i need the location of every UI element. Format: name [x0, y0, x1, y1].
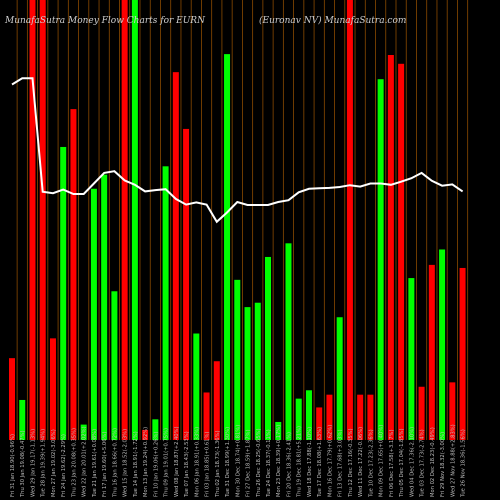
money-flow-bar	[213, 361, 220, 440]
money-flow-bar	[459, 267, 466, 440]
money-flow-bar	[265, 256, 271, 440]
money-flow-bar	[326, 394, 333, 440]
money-flow-bar	[254, 302, 261, 440]
vertical-gridlines	[16, 0, 469, 440]
money-flow-bar	[275, 421, 282, 440]
x-tick-label: Tue 07 Jan 18.43(-2.53%)	[184, 431, 190, 498]
x-tick-label: Wed 11 Dec 17.22(-0.06%)	[358, 427, 364, 497]
money-flow-bar	[193, 333, 200, 440]
x-tick-label: Mon 13 Jan 19.24(+0.92%)	[143, 427, 149, 497]
x-tick-label: Fri 10 Jan 19.06(+0.26%)	[153, 432, 159, 497]
x-tick-label: Tue 03 Dec 17.73(-2.74%)	[420, 429, 426, 498]
money-flow-bar	[439, 249, 446, 440]
money-flow-bar	[285, 243, 292, 440]
money-flow-bar	[9, 358, 15, 440]
money-flow-bar	[29, 0, 36, 440]
x-tick-label: Tue 24 Dec 18.37(-0.11%)	[266, 429, 272, 498]
x-tick-label: Mon 27 Jan 19.02(-3.06%)	[51, 429, 57, 497]
money-flow-bar	[408, 278, 415, 440]
money-flow-bar	[398, 63, 405, 441]
x-tick-label: Fri 31 Jan 18.90(-0.96%)	[10, 434, 16, 497]
x-tick-label: Mon 16 Dec 17.79(+0.62%)	[327, 425, 333, 497]
chart-subtitle: (Euronav NV) MunafaSutra.com	[259, 15, 406, 26]
x-tick-label: Mon 02 Dec 18.23(-0.49%)	[430, 427, 436, 497]
price-line	[11, 77, 464, 224]
x-tick-label: Thu 30 Jan 19.08(-0.47%)	[20, 430, 26, 498]
x-tick-label: Tue 14 Jan 18.91(-1.72%)	[133, 431, 139, 498]
money-flow-bar	[70, 109, 77, 441]
money-flow-bars	[9, 0, 466, 441]
x-tick-label: Wed 08 Jan 18.87(+2.40%)	[174, 426, 180, 497]
money-flow-bar	[39, 0, 46, 440]
money-flow-bar	[234, 279, 241, 440]
x-tick-label: Thu 23 Jan 20.08(+0.35%)	[71, 428, 77, 498]
money-flow-bar	[121, 0, 128, 440]
money-flow-bar	[172, 72, 179, 440]
money-flow-bar	[449, 382, 456, 440]
x-tick-label: Tue 31 Dec 18.99(+1.30%)	[225, 427, 231, 498]
money-flow-bar	[418, 386, 425, 440]
money-flow-bar	[142, 429, 149, 440]
x-tick-label: Fri 29 Nov 18.32(-3.00%)	[440, 432, 446, 497]
money-flow-bar	[111, 291, 118, 440]
x-tick-label: Fri 27 Dec 18.59(+1.87%)	[246, 430, 252, 498]
x-tick-label: Thu 26 Dec 18.25(-0.65%)	[256, 428, 262, 498]
money-flow-bar	[49, 338, 56, 440]
x-tick-label: Fri 17 Jan 19.60(+5.06%)	[102, 432, 108, 497]
x-tick-label: Mon 09 Dec 17.65(+0.40%)	[379, 425, 385, 497]
x-tick-label: Fri 03 Jan 18.85(+0.61%)	[205, 432, 211, 497]
x-tick-label: Fri 24 Jan 19.62(-2.29%)	[61, 434, 67, 497]
money-flow-bar	[203, 392, 210, 440]
x-tick-label: Mon 23 Dec 18.39(+0.17%)	[276, 425, 282, 497]
x-tick-label: Wed 27 Nov 18.88(+2.83%)	[450, 424, 456, 497]
x-tick-label: Thu 02 Jan 18.73(-1.36%)	[215, 430, 221, 498]
x-tick-label: Fri 20 Dec 18.36(-2.41%)	[286, 432, 292, 497]
money-flow-bar	[224, 54, 231, 441]
x-tick-label: Fri 06 Dec 17.58(+3.17%)	[389, 430, 395, 498]
x-tick-label: Wed 18 Dec 17.88(-1.10%)	[307, 427, 313, 497]
x-tick-label: Thu 09 Jan 19.01(+0.75%)	[164, 428, 170, 498]
x-tick-labels: Fri 31 Jan 18.90(-0.96%) Thu 30 Jan 19.08…	[10, 424, 467, 498]
x-tick-label: Thu 05 Dec 17.04(-1.85%)	[399, 428, 405, 498]
money-flow-bar	[357, 394, 364, 440]
money-flow-bar	[316, 407, 323, 440]
x-tick-label: Fri 13 Dec 17.68(+3.03%)	[338, 430, 344, 498]
money-flow-bar	[346, 0, 353, 440]
x-tick-label: Wed 29 Jan 19.17(-1.13%)	[30, 429, 36, 497]
x-tick-label: Thu 16 Jan 18.66(+0.72%)	[112, 428, 118, 498]
x-tick-label: Wed 22 Jan 20.01(+2.02%)	[82, 426, 88, 497]
x-tick-label: Tue 17 Dec 18.08(+1.63%)	[317, 427, 323, 498]
money-flow-bar	[183, 128, 190, 441]
money-flow-bar	[19, 399, 26, 440]
x-tick-label: Tue 10 Dec 17.23(-2.36%)	[368, 429, 374, 498]
x-tick-label: Tue 28 Jan 19.39(+1.94%)	[41, 429, 47, 498]
money-flow-bar	[90, 188, 97, 440]
x-tick-label: Tue 26 Nov 18.36(-1.56%)	[461, 429, 467, 498]
money-flow-bar	[152, 419, 159, 440]
money-flow-bar	[367, 394, 374, 440]
money-flow-bar	[387, 55, 394, 440]
x-tick-label: Tue 21 Jan 19.61(+0.08%)	[92, 429, 98, 498]
money-flow-bar	[295, 398, 302, 440]
x-tick-label: Thu 19 Dec 18.81(+5.21%)	[297, 426, 303, 498]
money-flow-bar	[162, 166, 169, 440]
money-flow-bar	[428, 264, 435, 440]
money-flow-bar	[80, 424, 87, 440]
x-tick-label: Wed 04 Dec 17.36(-2.10%)	[409, 427, 415, 497]
x-tick-label: Mon 30 Dec 18.74(+0.81%)	[235, 425, 241, 497]
money-flow-bar	[336, 317, 343, 440]
money-flow-bar	[244, 307, 251, 440]
x-tick-label: Wed 15 Jan 18.52(-2.03%)	[123, 429, 129, 497]
money-flow-bar	[131, 0, 138, 440]
chart-title: MunafaSutra Money Flow Charts for EURN	[4, 16, 206, 26]
money-flow-bar	[101, 174, 108, 440]
money-flow-bar	[377, 79, 384, 440]
money-flow-bar	[60, 146, 67, 440]
money-flow-bar	[305, 390, 312, 440]
x-tick-label: Mon 06 Jan 18.91(+0.33%)	[194, 427, 200, 497]
x-tick-label: Thu 12 Dec 17.16(-0.35%)	[348, 428, 354, 498]
